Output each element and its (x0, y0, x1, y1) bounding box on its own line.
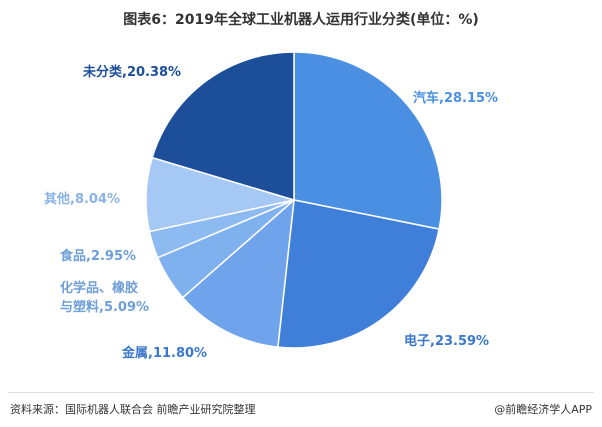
slice-label-1: 电子,23.59% (404, 333, 489, 349)
pie-slice-1 (277, 199, 440, 349)
brand-credit: @前瞻经济学人APP (494, 403, 592, 416)
slice-label-4: 食品,2.95% (60, 248, 136, 264)
source-note: 资料来源：国际机器人联合会 前瞻产业研究院整理 (10, 403, 256, 416)
chart-title: 图表6：2019年全球工业机器人运用行业分类(单位：%) (123, 12, 479, 28)
pie-slice-2 (181, 198, 295, 348)
pie-slice-0 (293, 51, 443, 230)
slice-label-2: 金属,11.80% (121, 345, 207, 361)
slice-label-5: 其他,8.04% (44, 191, 120, 207)
pie-slice-6 (151, 51, 295, 202)
footer-divider (8, 392, 594, 393)
slice-label-0: 汽车,28.15% (413, 90, 498, 106)
slice-label-3: 化学品、橡胶与塑料,5.09% (60, 280, 149, 315)
slice-label-6: 未分类,20.38% (82, 64, 181, 80)
